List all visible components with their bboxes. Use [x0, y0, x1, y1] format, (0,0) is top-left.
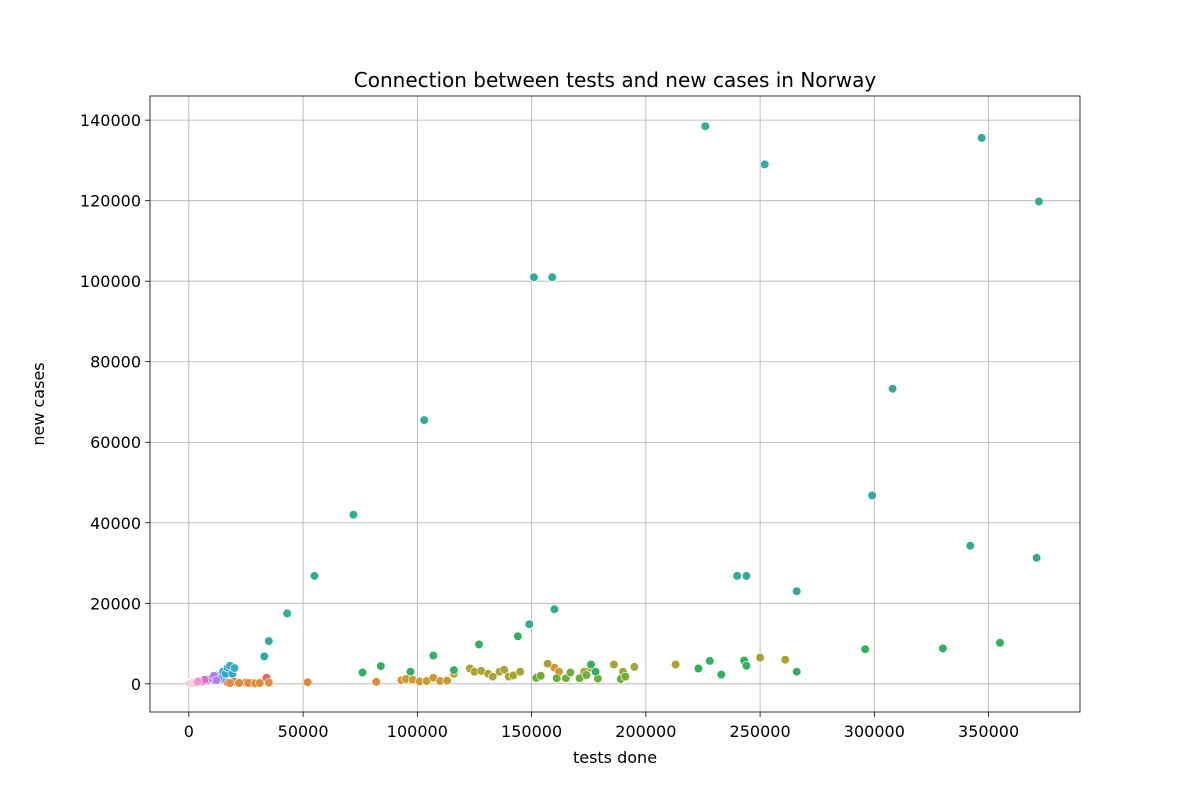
y-tick-label: 20000	[90, 594, 141, 613]
chart-title: Connection between tests and new cases i…	[354, 68, 877, 92]
data-point	[259, 651, 269, 662]
data-point	[1031, 553, 1042, 563]
y-axis-label: new cases	[29, 362, 48, 445]
data-point	[620, 671, 630, 682]
x-tick-label: 150000	[501, 722, 562, 741]
data-point	[405, 667, 416, 677]
data-point	[309, 571, 320, 581]
y-tick-label: 80000	[90, 353, 141, 372]
data-point	[488, 671, 498, 682]
data-point	[995, 638, 1005, 648]
y-tick-label: 140000	[80, 111, 141, 130]
data-point	[792, 667, 802, 677]
y-tick-label: 60000	[90, 433, 141, 452]
data-point	[357, 667, 368, 678]
data-point	[549, 604, 560, 614]
data-point	[581, 670, 592, 680]
x-axis-ticks: 0 50000 100000 150000 200000 250000 300000 3500…	[184, 712, 1019, 741]
data-point	[741, 661, 752, 671]
data-point	[586, 659, 596, 670]
data-point	[741, 571, 752, 581]
x-tick-label: 250000	[730, 722, 791, 741]
data-point	[629, 662, 640, 672]
data-point	[547, 272, 557, 282]
x-axis-label: tests done	[573, 748, 657, 767]
y-tick-label: 0	[131, 675, 141, 694]
data-point	[565, 667, 576, 678]
data-point	[1034, 196, 1044, 207]
x-tick-label: 300000	[844, 722, 905, 741]
data-point	[234, 678, 244, 688]
data-point	[760, 159, 770, 169]
data-point	[225, 678, 235, 688]
data-point	[693, 663, 704, 674]
plot-frame	[149, 95, 1081, 713]
data-point	[515, 667, 525, 677]
data-point	[529, 272, 539, 282]
data-point	[428, 650, 438, 661]
data-point	[474, 639, 484, 650]
data-point	[860, 644, 870, 654]
data-point	[264, 677, 274, 688]
y-tick-label: 120000	[80, 192, 141, 211]
x-tick-label: 50000	[278, 722, 329, 741]
y-tick-label: 100000	[80, 272, 141, 291]
data-point	[792, 586, 802, 596]
data-point	[211, 675, 221, 685]
data-point	[552, 673, 562, 683]
data-point	[732, 571, 742, 581]
data-point	[442, 675, 452, 686]
y-tick-label: 40000	[90, 514, 141, 533]
data-point	[542, 659, 553, 669]
data-point	[670, 659, 681, 670]
data-point	[524, 619, 534, 629]
data-point	[229, 663, 240, 673]
data-point	[255, 678, 265, 688]
x-tick-label: 100000	[387, 722, 448, 741]
x-tick-label: 0	[184, 722, 194, 741]
data-point	[303, 677, 313, 687]
data-point	[264, 636, 274, 646]
data-point	[755, 652, 765, 663]
x-tick-label: 200000	[615, 722, 676, 741]
data-point	[371, 677, 381, 687]
data-point	[938, 643, 948, 654]
data-point	[376, 661, 386, 671]
data-points	[185, 121, 1044, 689]
x-tick-label: 350000	[958, 722, 1019, 741]
data-point	[965, 541, 975, 551]
data-point	[499, 665, 509, 675]
data-point	[716, 669, 726, 680]
data-point	[780, 655, 790, 665]
data-point	[700, 121, 710, 131]
data-point	[609, 659, 619, 670]
data-point	[705, 656, 715, 666]
data-point	[449, 665, 459, 675]
data-point	[193, 676, 203, 687]
data-point	[977, 133, 987, 143]
data-point	[887, 384, 898, 394]
data-point	[419, 415, 429, 425]
data-point	[590, 667, 601, 677]
data-point	[282, 608, 292, 619]
data-point	[513, 631, 523, 641]
data-point	[536, 671, 546, 681]
grid	[150, 96, 1080, 712]
y-axis-ticks: 0 20000 40000 60000 80000 100000 120000 140000	[80, 111, 150, 694]
data-point	[348, 510, 359, 520]
data-point	[867, 490, 877, 501]
